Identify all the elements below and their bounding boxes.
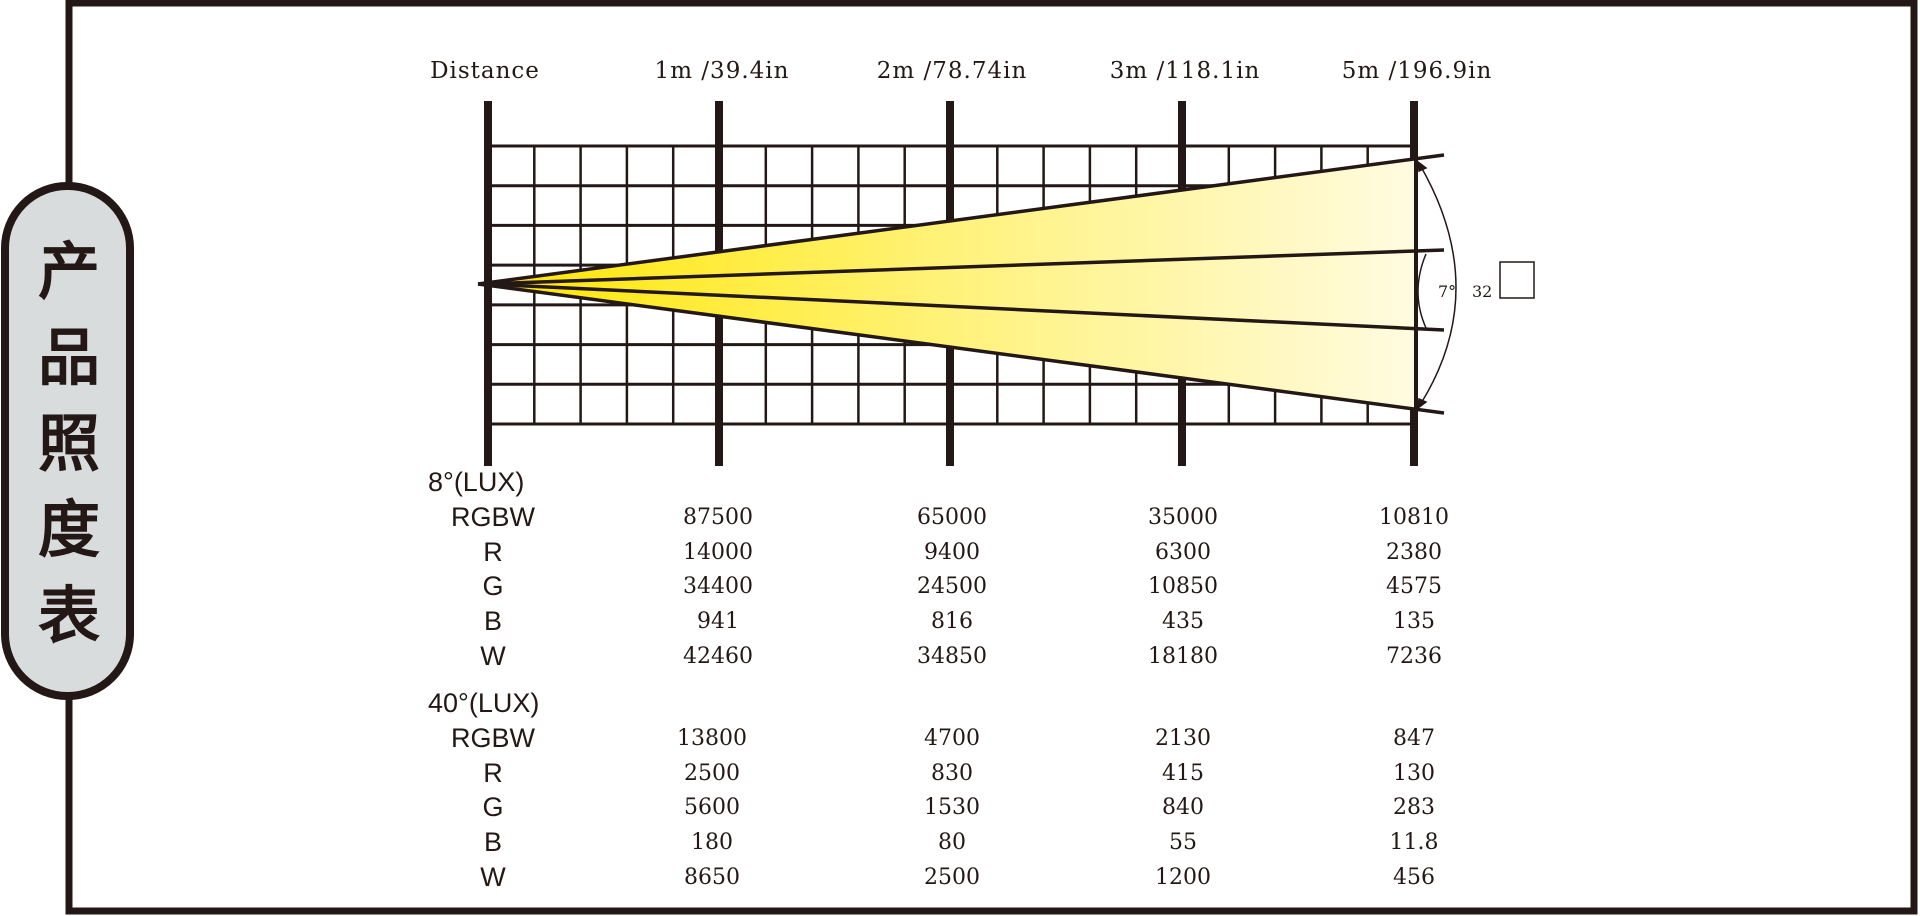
- table-cell: 2500: [924, 865, 980, 890]
- table-cell: 5600: [684, 795, 740, 820]
- beam-edge-upper: [477, 153, 1445, 286]
- beam-lines: [477, 153, 1445, 415]
- row-label: B: [483, 827, 502, 857]
- side-title-char: 度: [37, 493, 100, 566]
- table-cell: 9400: [924, 540, 980, 565]
- arc-arrowhead: [1417, 160, 1428, 173]
- distance-header: Distance: [430, 58, 540, 84]
- beam-inner-lower: [484, 282, 1445, 332]
- table-cell: 10810: [1379, 505, 1449, 530]
- row-label: G: [482, 792, 504, 822]
- table-cell: 456: [1393, 865, 1435, 890]
- table-cell: 7236: [1386, 644, 1442, 669]
- row-label: RGBW: [451, 723, 535, 753]
- narrow-angle-label: 7°: [1438, 282, 1457, 301]
- table-cell: 435: [1162, 609, 1204, 634]
- table-cell: 11.8: [1389, 830, 1439, 855]
- table-cell: 10850: [1148, 574, 1218, 599]
- table-cell: 2130: [1155, 726, 1211, 751]
- side-title-char: 产: [37, 235, 100, 308]
- table-cell: 35000: [1148, 505, 1218, 530]
- table-cell: 55: [1169, 830, 1197, 855]
- table-cell: 8650: [684, 865, 740, 890]
- table-cell: 80: [938, 830, 966, 855]
- distance-header: 3m /118.1in: [1109, 58, 1261, 84]
- table-cell: 6300: [1155, 540, 1211, 565]
- table-cell: 4700: [924, 726, 980, 751]
- side-title-char: 品: [37, 321, 100, 394]
- table-cell: 1200: [1155, 865, 1211, 890]
- table-cell: 2380: [1386, 540, 1442, 565]
- table-cell: 2500: [684, 761, 740, 786]
- row-label: R: [483, 758, 503, 788]
- row-label: RGBW: [451, 502, 535, 532]
- table-cell: 135: [1393, 609, 1435, 634]
- table-cell: 830: [931, 761, 973, 786]
- row-label: W: [480, 862, 506, 892]
- section-title: 8°(LUX): [428, 467, 525, 497]
- table-cell: 65000: [917, 505, 987, 530]
- wide-angle-arc: [1419, 164, 1457, 406]
- table-cell: 18180: [1148, 644, 1218, 669]
- wide-angle-label: 32: [1472, 282, 1493, 301]
- row-label: B: [483, 606, 502, 636]
- side-title-char: 表: [37, 579, 100, 652]
- table-cell: 847: [1393, 726, 1435, 751]
- arc-arrowhead: [1417, 397, 1428, 410]
- row-label: G: [482, 571, 504, 601]
- row-label: R: [483, 537, 503, 567]
- table-cell: 816: [931, 609, 973, 634]
- distance-header: 2m /78.74in: [876, 58, 1028, 84]
- table-cell: 180: [691, 830, 733, 855]
- table-cell: 14000: [683, 540, 753, 565]
- side-title-tab: [1, 182, 134, 700]
- table-cell: 840: [1162, 795, 1204, 820]
- table-cell: 130: [1393, 761, 1435, 786]
- beam-inner-upper: [484, 248, 1445, 286]
- table-cell: 4575: [1386, 574, 1442, 599]
- table-cell: 34400: [683, 574, 753, 599]
- table-cell: 941: [697, 609, 739, 634]
- distance-header: 5m /196.9in: [1341, 58, 1493, 84]
- table-cell: 283: [1393, 795, 1435, 820]
- table-cell: 13800: [677, 726, 747, 751]
- angle-box: [1499, 261, 1535, 299]
- table-cell: 42460: [683, 644, 753, 669]
- light-beam: [485, 159, 1414, 409]
- section-title: 40°(LUX): [428, 688, 540, 718]
- table-cell: 87500: [683, 505, 753, 530]
- distance-header: 1m /39.4in: [654, 58, 790, 84]
- side-title-char: 照: [37, 407, 100, 480]
- narrow-angle-arc: [1417, 253, 1427, 329]
- angle-arcs: [1417, 160, 1457, 410]
- table-cell: 34850: [917, 644, 987, 669]
- table-cell: 1530: [924, 795, 980, 820]
- table-cell: 24500: [917, 574, 987, 599]
- row-label: W: [480, 641, 506, 671]
- beam-edge-lower: [477, 282, 1445, 415]
- table-cell: 415: [1162, 761, 1204, 786]
